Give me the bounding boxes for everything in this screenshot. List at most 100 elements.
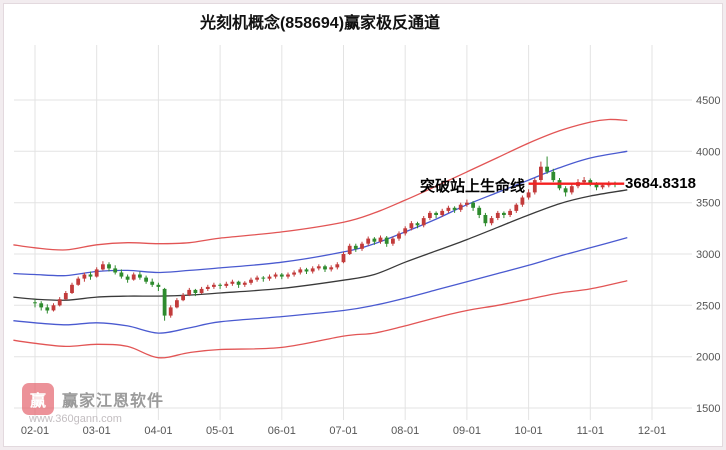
candle [175, 298, 179, 309]
candle [397, 231, 401, 241]
x-axis-label: 09-01 [453, 425, 481, 437]
breakout-annotation: 突破站上生命线 [419, 178, 525, 195]
candle [384, 236, 389, 247]
x-axis-label: 04-01 [144, 425, 172, 437]
candle [162, 287, 167, 321]
brand-url: www.360gann.com [29, 413, 122, 425]
y-axis-label: 3000 [696, 249, 720, 261]
candlestick-series [33, 156, 617, 321]
candle [563, 186, 568, 197]
candle [261, 276, 266, 282]
candle [471, 201, 475, 211]
page-title: 光刻机概念(858694)赢家极反通道 [199, 15, 441, 32]
candle [33, 299, 37, 308]
candle [360, 241, 364, 251]
candle [304, 267, 309, 274]
channel-line-lower-red [13, 280, 628, 359]
x-axis-label: 02-01 [21, 425, 49, 437]
candle [144, 275, 148, 284]
candle [409, 221, 414, 231]
candle [113, 265, 118, 275]
candle [502, 211, 506, 219]
brand-logo-glyph: 赢 [29, 393, 46, 410]
candle [372, 237, 377, 245]
candle [292, 270, 296, 277]
candle [434, 211, 438, 219]
candle [242, 281, 247, 287]
candle [477, 205, 482, 219]
candle [323, 264, 327, 272]
candle [483, 212, 488, 227]
candle [193, 288, 198, 297]
candle [125, 274, 130, 283]
candle [39, 301, 44, 311]
candle [212, 282, 216, 289]
candle [218, 283, 222, 289]
x-axis-label: 08-01 [391, 425, 419, 437]
candle [94, 267, 99, 278]
candle [465, 199, 469, 207]
candle [236, 280, 241, 288]
candle [107, 262, 111, 272]
candle [421, 216, 426, 228]
candle [514, 203, 519, 213]
channel-line-midline [13, 189, 628, 301]
candle [569, 184, 574, 195]
watermark: 赢 赢家江恩软件 www.360gann.com [22, 383, 165, 425]
candle [82, 272, 87, 282]
candle [428, 210, 432, 221]
x-axis-label: 03-01 [83, 425, 111, 437]
candle [508, 208, 512, 217]
candle [539, 161, 543, 183]
candle [532, 178, 537, 195]
candle [335, 262, 340, 270]
candle [446, 205, 451, 213]
candle [440, 208, 445, 217]
candle [63, 291, 68, 301]
candle [495, 210, 500, 221]
candle [57, 297, 62, 307]
x-axis-label: 05-01 [206, 425, 234, 437]
candle [230, 279, 235, 286]
candle [70, 282, 74, 294]
candle [366, 236, 371, 246]
brand-logo-icon: 赢 [22, 383, 54, 415]
candle [347, 243, 352, 255]
candle [45, 304, 50, 314]
x-axis-label: 12-01 [638, 425, 666, 437]
candle [119, 269, 124, 279]
candle [224, 281, 229, 288]
x-axis-label: 07-01 [329, 425, 357, 437]
candle [316, 264, 321, 271]
candle [391, 236, 395, 246]
channel-line-upper-blue [13, 150, 628, 277]
candle [138, 271, 142, 280]
candle [168, 305, 173, 318]
x-axis-labels: 02-01 03-01 04-01 05-01 06-01 07-01 08-01 09-01… [21, 425, 666, 437]
candle [187, 287, 192, 297]
y-axis-label: 2000 [696, 352, 720, 364]
brand-name: 赢家江恩软件 [62, 393, 165, 410]
candle [588, 178, 593, 187]
x-axis-label: 06-01 [268, 425, 296, 437]
y-axis-label: 3500 [696, 198, 720, 210]
candle [551, 168, 556, 183]
candle [273, 272, 278, 279]
candle [298, 267, 303, 275]
candle [150, 278, 155, 287]
y-axis-label: 1500 [696, 403, 720, 415]
candle [267, 274, 272, 281]
candle [51, 303, 56, 312]
lifeline-price-label: 3684.8318 [625, 175, 696, 192]
candle [249, 277, 253, 285]
y-axis-label: 4000 [696, 146, 720, 158]
candle [545, 156, 549, 174]
candle [452, 206, 457, 213]
candle [353, 243, 358, 252]
candle [279, 273, 284, 280]
y-axis-label: 4500 [696, 95, 720, 107]
candle [181, 293, 185, 302]
candle [489, 216, 494, 226]
